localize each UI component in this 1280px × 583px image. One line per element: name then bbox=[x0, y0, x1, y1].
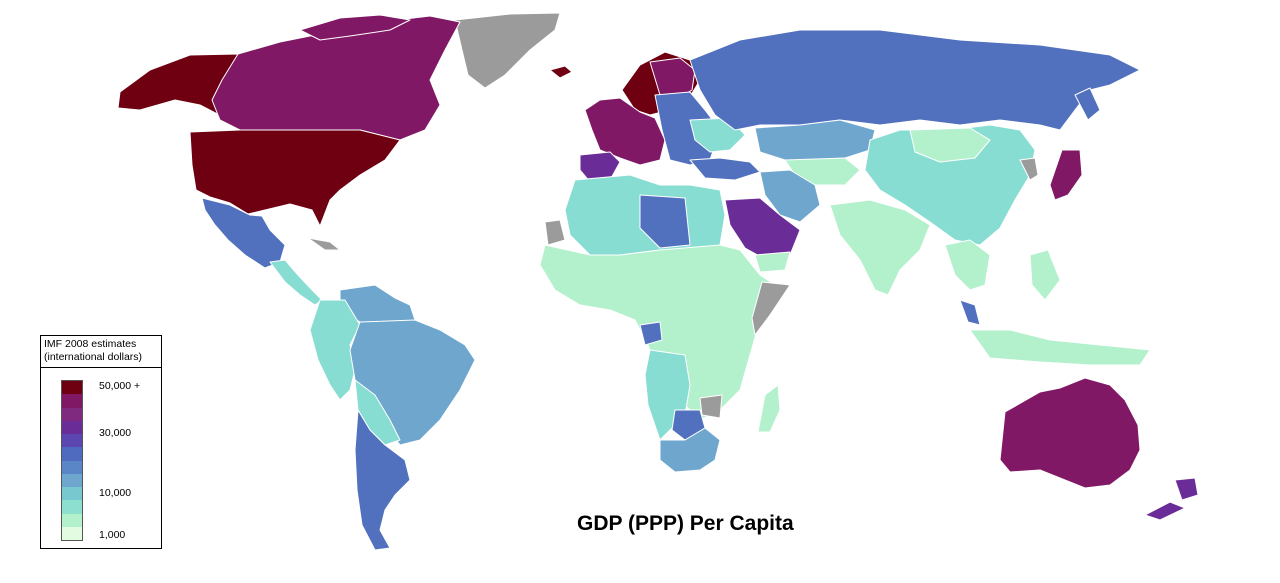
region-zimbabwe bbox=[699, 394, 723, 419]
legend-tick-10000: 10,000 bbox=[99, 487, 132, 499]
legend-swatch bbox=[62, 434, 82, 448]
region-new-zealand bbox=[1174, 477, 1199, 501]
region-se-asia bbox=[944, 239, 991, 291]
legend-swatch bbox=[62, 407, 82, 421]
legend-heading-line2: (international dollars) bbox=[44, 351, 143, 363]
region-western-europe bbox=[584, 97, 666, 166]
region-kazakhstan bbox=[754, 119, 876, 161]
legend-heading-line1: IMF 2008 estimates bbox=[44, 338, 137, 350]
region-western-sahara bbox=[544, 219, 566, 246]
region-china bbox=[864, 124, 1036, 246]
region-gabon bbox=[639, 321, 663, 346]
region-libya bbox=[639, 194, 691, 249]
legend-tick-30000: 30,000 bbox=[99, 427, 132, 439]
legend-swatch bbox=[62, 460, 82, 474]
legend-heading: IMF 2008 estimates (international dollar… bbox=[41, 336, 161, 368]
legend-swatch bbox=[62, 394, 82, 408]
region-russia-east bbox=[1074, 87, 1101, 121]
legend-swatch bbox=[62, 500, 82, 514]
region-indonesia bbox=[969, 329, 1151, 366]
region-south-africa bbox=[659, 427, 721, 473]
region-somalia bbox=[751, 281, 791, 336]
region-iran bbox=[759, 169, 821, 223]
region-arctic-islands bbox=[299, 14, 411, 41]
legend-swatch bbox=[62, 473, 82, 487]
region-madagascar bbox=[757, 384, 781, 433]
legend-tick-1000: 1,000 bbox=[99, 529, 126, 541]
region-caribbean bbox=[307, 237, 341, 251]
legend-swatch bbox=[62, 420, 82, 434]
region-usa bbox=[189, 129, 401, 227]
region-colombia-peru bbox=[309, 299, 361, 401]
legend-color-scale bbox=[61, 380, 83, 541]
legend-swatch bbox=[62, 447, 82, 461]
region-turkey bbox=[689, 157, 761, 181]
region-greenland bbox=[454, 12, 561, 89]
legend-swatch bbox=[62, 513, 82, 527]
region-australia bbox=[999, 377, 1141, 489]
region-yemen bbox=[754, 251, 791, 273]
region-mongolia bbox=[909, 127, 991, 163]
region-new-zealand-south bbox=[1144, 501, 1186, 521]
region-japan bbox=[1049, 149, 1083, 201]
region-saudi-arabia bbox=[724, 197, 801, 263]
region-korea bbox=[1019, 157, 1039, 181]
region-philippines bbox=[1029, 249, 1061, 301]
region-central-america bbox=[269, 259, 323, 306]
map-title: GDP (PPP) Per Capita bbox=[577, 512, 794, 535]
legend-tick-50000: 50,000 + bbox=[99, 380, 141, 392]
legend-swatch bbox=[62, 381, 82, 395]
legend-swatch bbox=[62, 526, 82, 540]
region-malaysia bbox=[959, 299, 981, 326]
region-argentina bbox=[354, 409, 411, 551]
legend-swatch bbox=[62, 487, 82, 501]
region-russia bbox=[689, 29, 1141, 131]
legend: IMF 2008 estimates (international dollar… bbox=[40, 335, 162, 549]
region-india bbox=[829, 199, 931, 296]
region-iceland bbox=[549, 65, 573, 79]
